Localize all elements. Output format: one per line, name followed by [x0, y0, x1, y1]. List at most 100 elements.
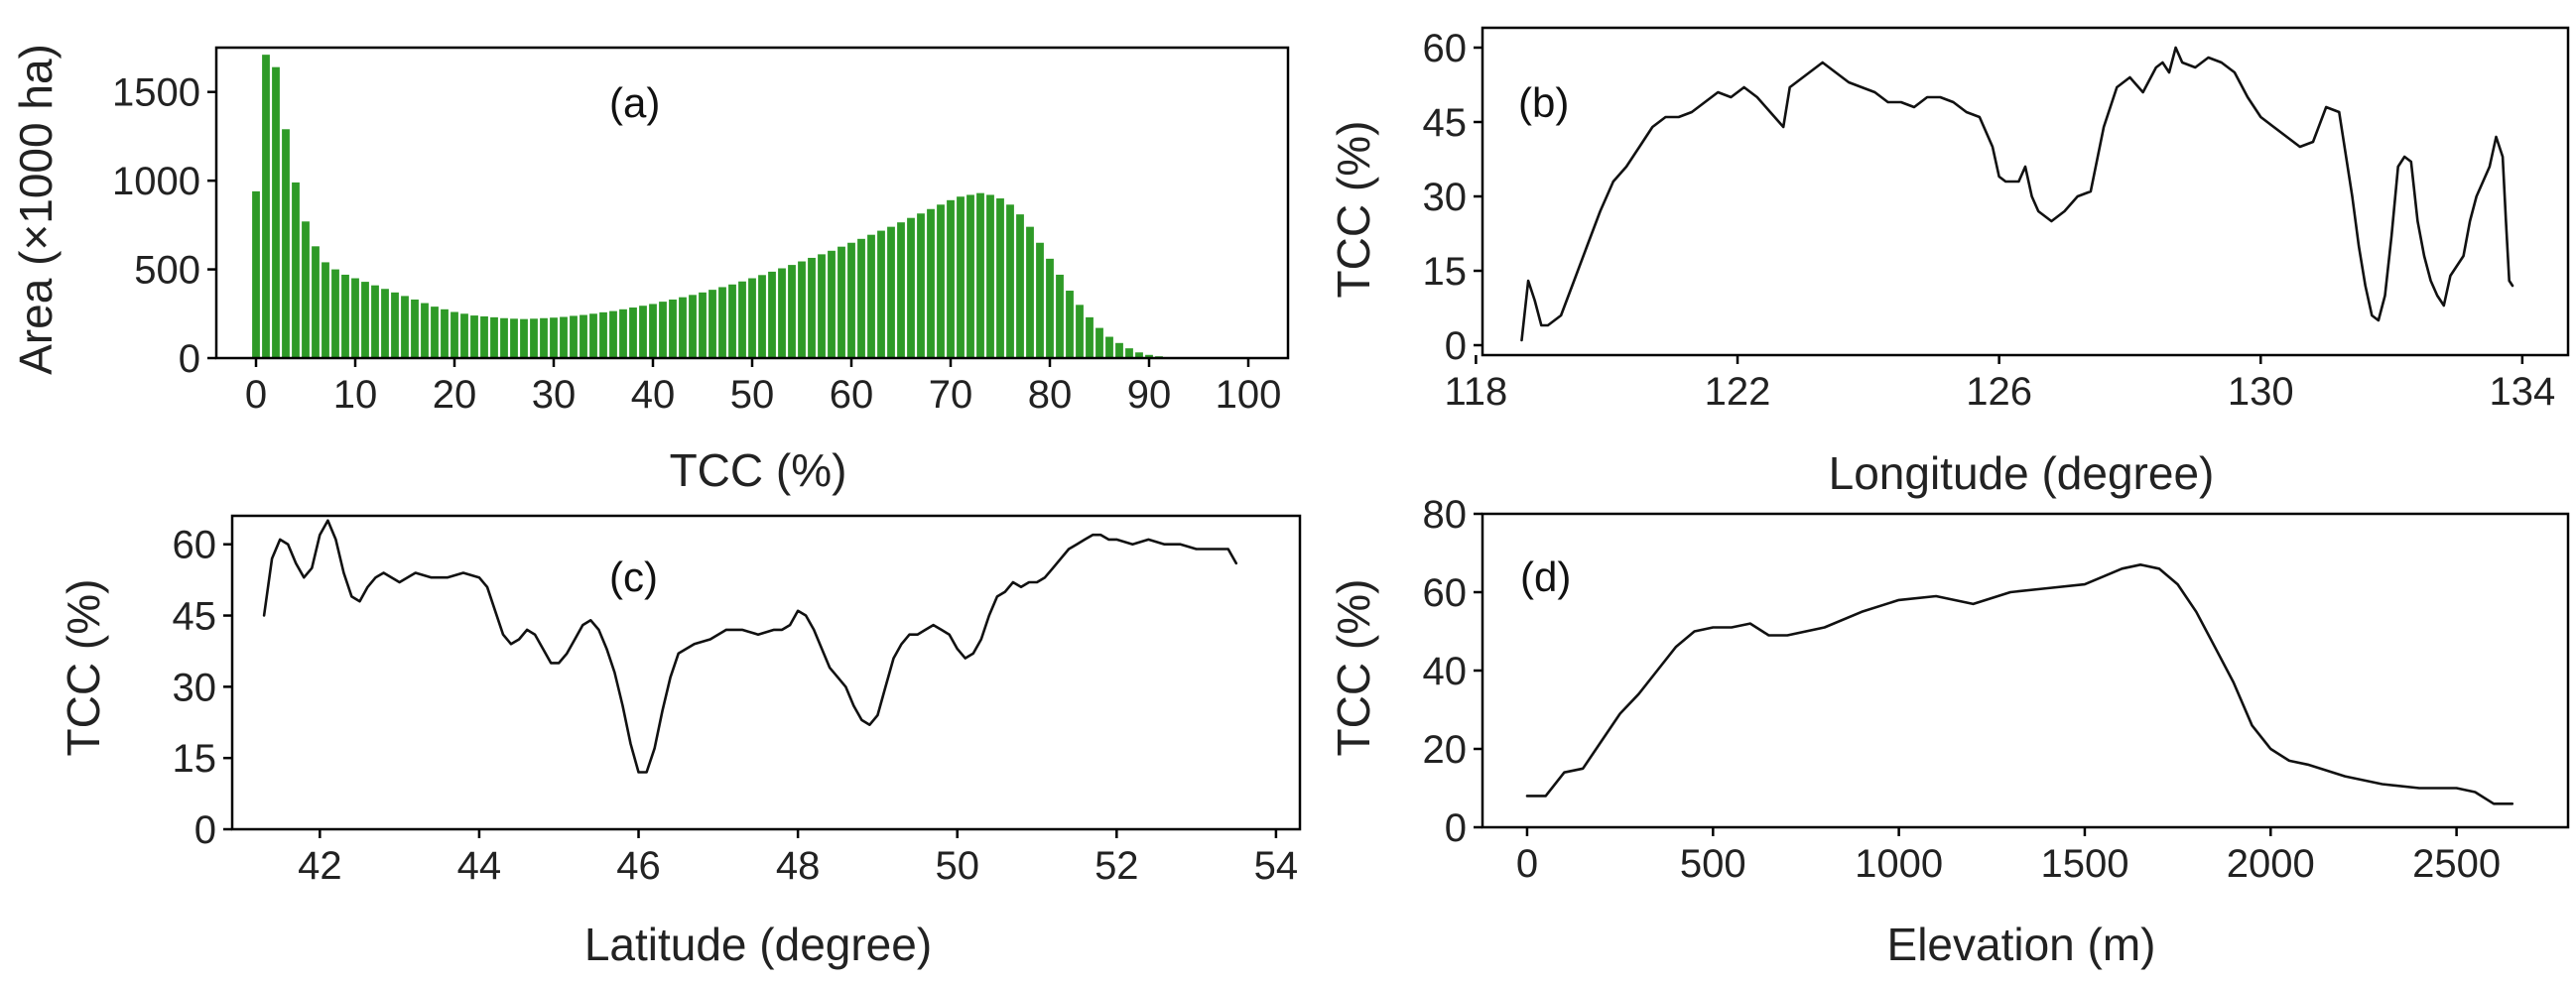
x-tick-label: 54 [1254, 844, 1299, 888]
x-tick-label: 60 [830, 373, 874, 417]
bar [718, 287, 726, 358]
tcc-line [1520, 46, 2514, 342]
bar [907, 217, 915, 358]
y-tick-label: 0 [194, 808, 216, 852]
bar [480, 315, 488, 358]
bar [699, 292, 707, 358]
bar [391, 292, 399, 358]
panel-d: (d) Elevation (m) TCC (%) 0 500 1000 1500 20… [1328, 493, 2570, 970]
y-tick-label: 80 [1423, 493, 1468, 537]
bar [966, 194, 974, 358]
panel-b-label: (b) [1518, 79, 1569, 126]
y-tick-label: 0 [1445, 324, 1467, 368]
bar [302, 221, 310, 358]
bar [996, 198, 1004, 358]
bar [431, 307, 439, 358]
x-tick-label: 70 [929, 373, 973, 417]
bar [1016, 214, 1024, 358]
y-tick-label: 1000 [112, 160, 200, 203]
bar [381, 289, 389, 358]
x-tick-label: 134 [2489, 370, 2555, 414]
bar [768, 271, 776, 358]
bar [589, 313, 597, 358]
y-tick-label: 45 [1423, 101, 1468, 145]
y-tick-label: 15 [1423, 250, 1468, 294]
panel-d-ylabel: TCC (%) [1328, 579, 1379, 757]
x-tick-label: 48 [776, 844, 821, 888]
x-tick-label: 90 [1127, 373, 1172, 417]
bar [738, 281, 746, 358]
y-tick-label: 500 [134, 249, 200, 293]
x-tick-label: 46 [616, 844, 661, 888]
x-tick-label: 0 [245, 373, 267, 417]
y-tick-label: 60 [1423, 27, 1468, 70]
bar [500, 317, 508, 358]
y-tick-label: 45 [173, 595, 217, 639]
x-tick-label: 2000 [2227, 842, 2315, 886]
x-tick-label: 40 [631, 373, 676, 417]
y-tick-label: 1500 [112, 71, 200, 115]
panel-b-xlabel: Longitude (degree) [1829, 447, 2215, 499]
y-tick-label: 60 [1423, 571, 1468, 615]
bar [669, 299, 677, 358]
bar [371, 285, 379, 358]
bar [1066, 291, 1074, 358]
panel-a: (a) TCC (%) Area (×1000 ha) 0 10 20 30 40 50 6… [10, 44, 1290, 496]
bar [957, 196, 965, 358]
y-tick-label: 30 [173, 666, 217, 709]
bar [550, 317, 558, 358]
bar [1145, 354, 1153, 358]
bar [331, 269, 339, 358]
bar [689, 295, 697, 358]
bar [937, 204, 945, 358]
x-tick-label: 50 [730, 373, 775, 417]
x-tick-label: 122 [1705, 370, 1771, 414]
bar [401, 296, 409, 358]
bar [828, 250, 836, 358]
bar [798, 261, 806, 358]
x-tick-label: 30 [532, 373, 577, 417]
bar [639, 306, 647, 358]
x-tick-label: 1500 [2040, 842, 2128, 886]
bar [252, 190, 260, 358]
x-tick-label: 20 [433, 373, 477, 417]
bar [927, 208, 935, 358]
bar [292, 182, 300, 358]
panel-c-series [262, 519, 1238, 774]
panel-a-bars [252, 55, 1213, 358]
bar [837, 246, 845, 358]
y-tick-label: 30 [1423, 176, 1468, 219]
panel-d-label: (d) [1520, 554, 1571, 600]
bar [629, 308, 637, 358]
bar [470, 315, 478, 358]
bar [460, 313, 468, 358]
panel-a-ylabel: Area (×1000 ha) [10, 44, 62, 375]
x-tick-label: 130 [2228, 370, 2294, 414]
bar [867, 234, 875, 358]
panel-d-series [1525, 563, 2514, 805]
bar [818, 254, 826, 358]
bar [1095, 327, 1103, 358]
panel-d-xlabel: Elevation (m) [1887, 919, 2156, 970]
bar [619, 308, 627, 358]
x-tick-label: 80 [1028, 373, 1073, 417]
bar [976, 192, 984, 358]
bar [748, 278, 756, 358]
bar [808, 257, 816, 358]
x-tick-label: 44 [457, 844, 502, 888]
y-tick-label: 60 [173, 524, 217, 567]
panel-c-frame [230, 514, 1302, 831]
x-tick-label: 52 [1095, 844, 1139, 888]
bar [778, 268, 786, 358]
x-tick-label: 126 [1966, 370, 2032, 414]
x-tick-label: 50 [935, 844, 979, 888]
bar [708, 290, 716, 358]
bar [1115, 342, 1123, 358]
x-tick-label: 42 [298, 844, 342, 888]
bar [857, 238, 865, 358]
bar [1026, 226, 1034, 358]
bar [897, 222, 905, 358]
bar [986, 194, 994, 358]
